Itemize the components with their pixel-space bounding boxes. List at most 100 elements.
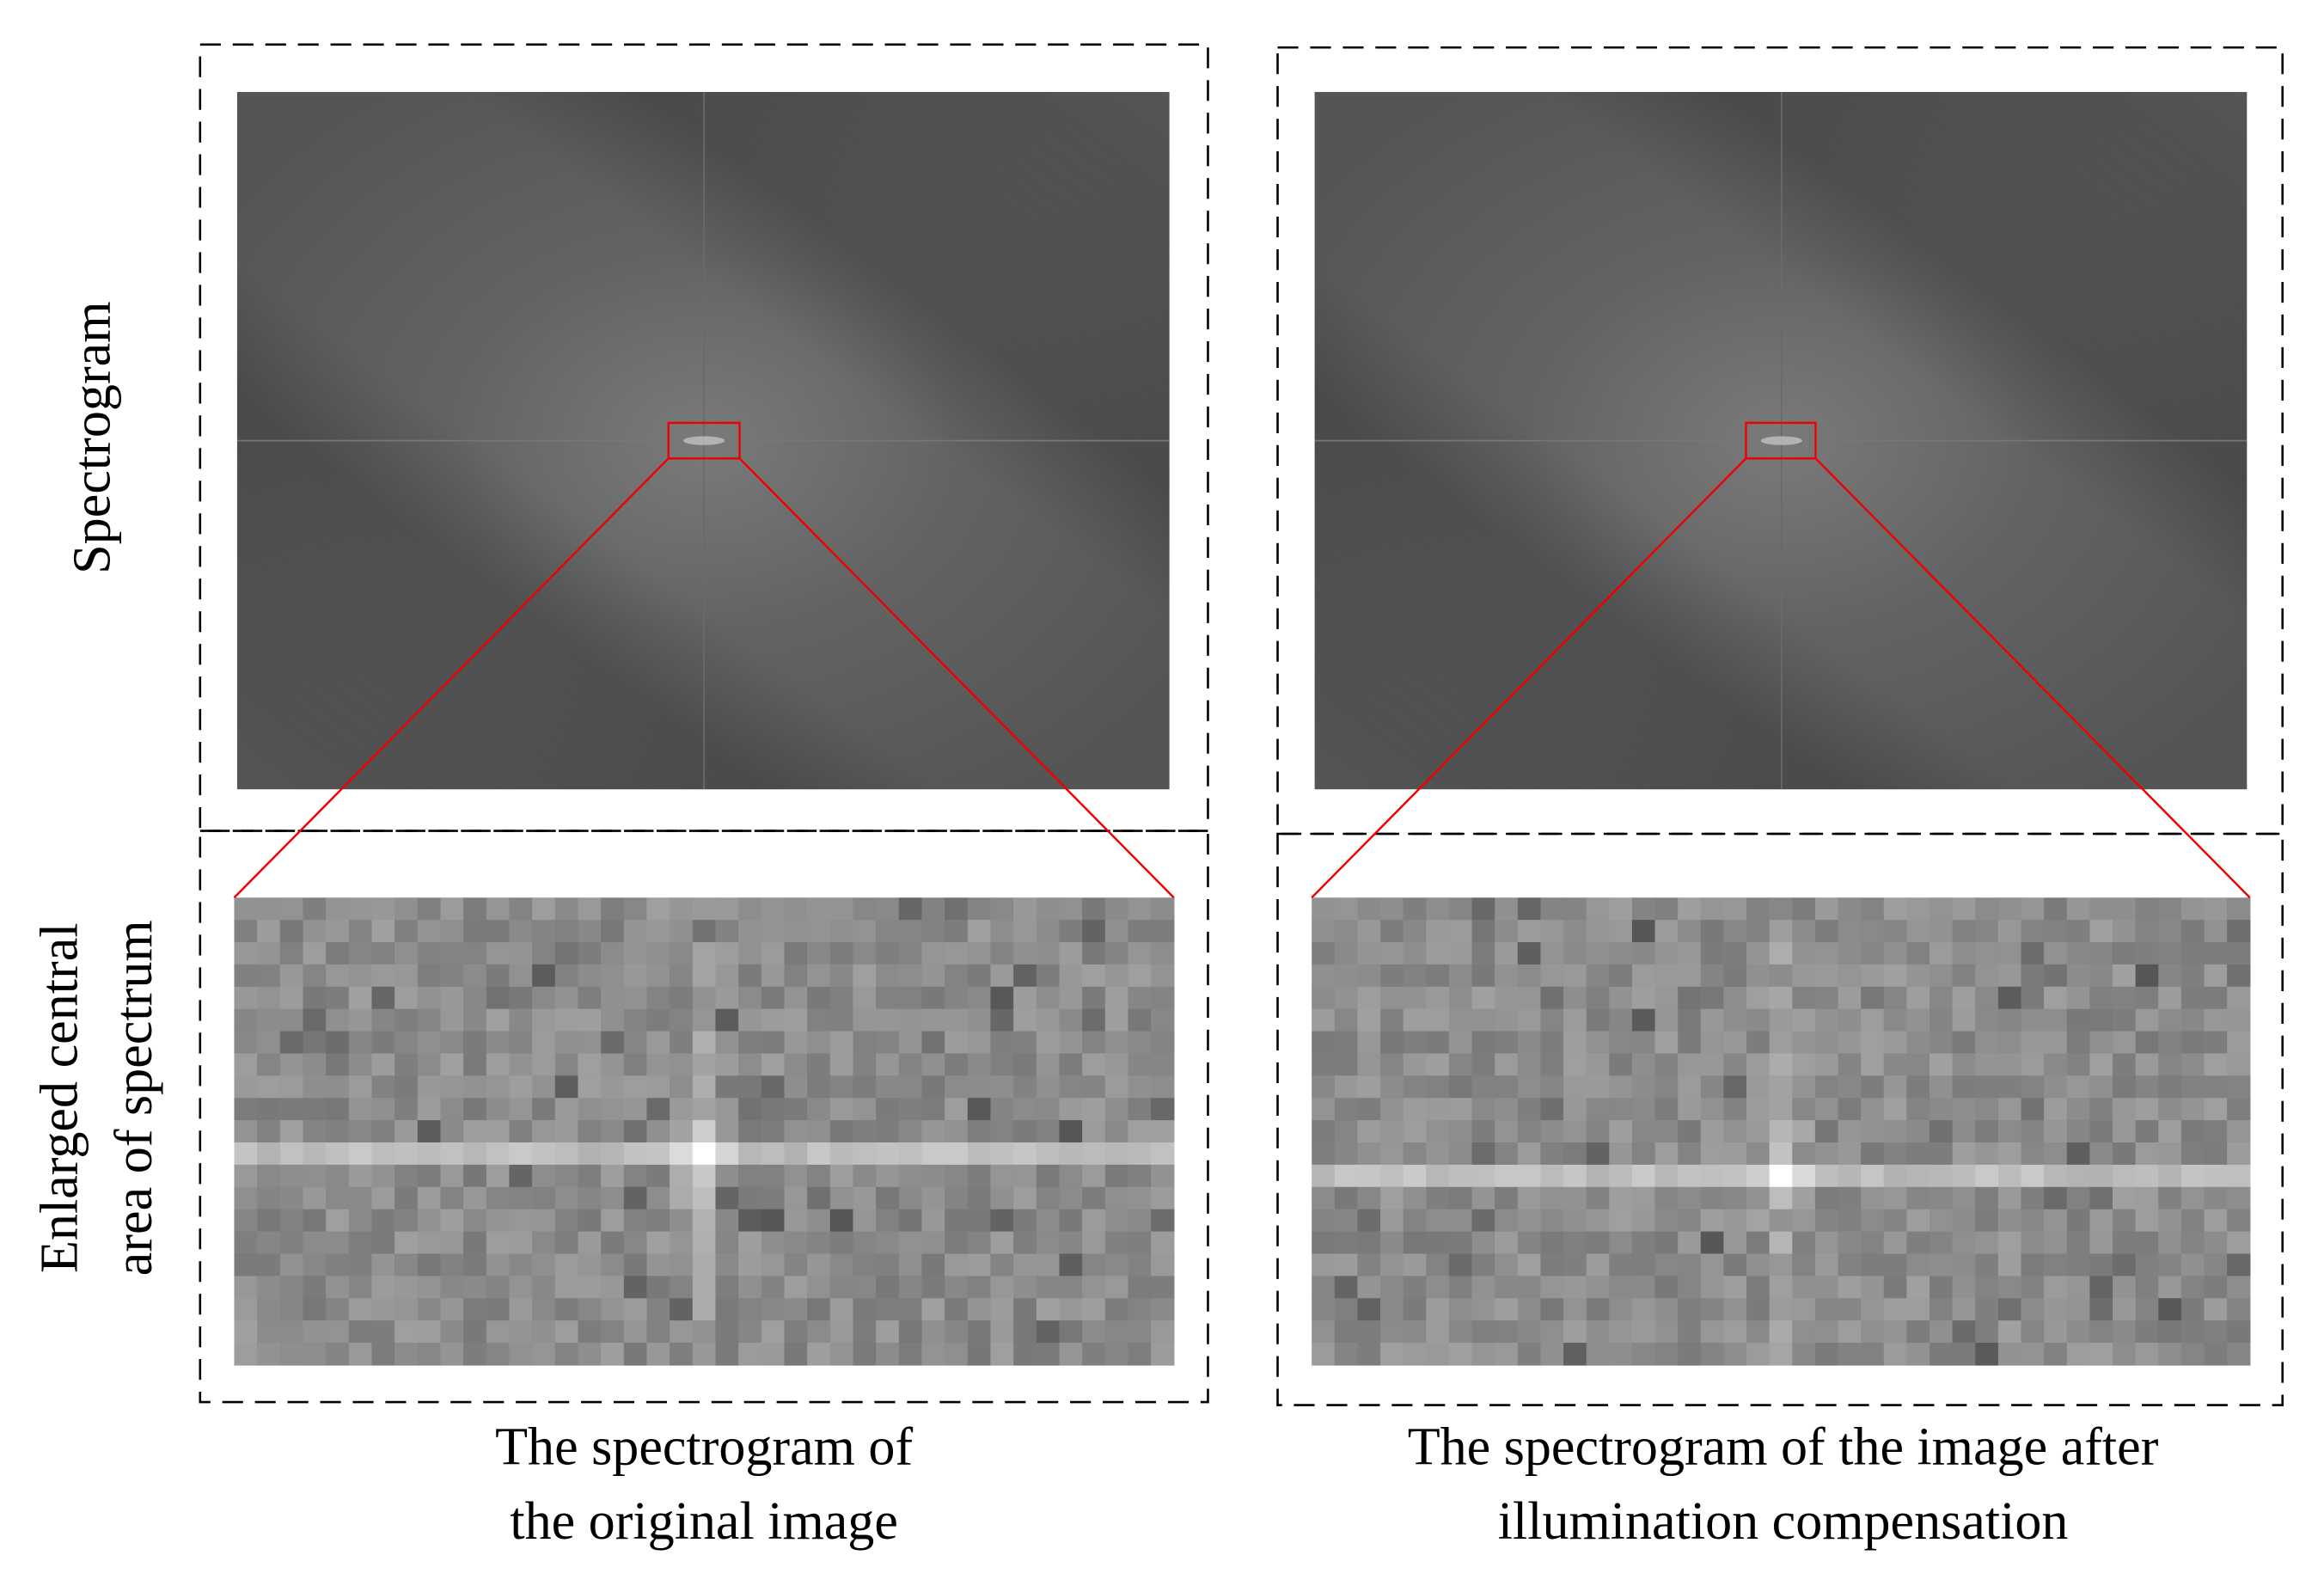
zoom-pixel xyxy=(1586,1008,1610,1032)
zoom-pixel xyxy=(1746,897,1771,921)
zoom-pixel xyxy=(1013,1098,1037,1121)
zoom-pixel xyxy=(303,1231,327,1255)
zoom-pixel xyxy=(1631,1031,1656,1055)
zoom-pixel xyxy=(1746,942,1771,965)
zoom-pixel xyxy=(1952,1098,1976,1121)
zoom-pixel xyxy=(1334,1298,1359,1321)
zoom-pixel xyxy=(532,1320,556,1344)
zoom-pixel xyxy=(1540,1142,1564,1166)
zoom-pixel xyxy=(876,986,900,1010)
zoom-pixel xyxy=(601,1276,625,1299)
zoom-pixel xyxy=(1906,1008,1930,1032)
zoom-pixel xyxy=(1654,1031,1679,1055)
zoom-pixel xyxy=(1975,1231,1999,1255)
zoom-pixel xyxy=(303,986,327,1010)
zoom-pixel xyxy=(1334,964,1359,988)
zoom-pixel xyxy=(784,920,808,943)
zoom-pixel xyxy=(394,964,419,988)
zoom-pixel xyxy=(394,1098,419,1121)
zoom-pixel xyxy=(1746,1186,1771,1210)
zoom-pixel xyxy=(2204,1186,2228,1210)
zoom-pixel xyxy=(601,1098,625,1121)
zoom-pixel xyxy=(715,1075,739,1099)
zoom-pixel xyxy=(1700,1142,1725,1166)
zoom-pixel xyxy=(1997,942,2022,965)
zoom-pixel xyxy=(2044,1231,2068,1255)
zoom-pixel xyxy=(2135,1276,2159,1299)
zoom-pixel xyxy=(257,1343,281,1366)
zoom-pixel xyxy=(945,1276,969,1299)
zoom-pixel xyxy=(2066,1075,2091,1099)
zoom-pixel xyxy=(1609,1053,1633,1077)
zoom-pixel xyxy=(807,1276,831,1299)
zoom-pixel xyxy=(326,1098,350,1121)
zoom-pixel xyxy=(1471,1276,1495,1299)
zoom-pixel xyxy=(738,1053,762,1077)
zoom-pixel xyxy=(2113,1276,2137,1299)
zoom-pixel xyxy=(1426,1164,1450,1188)
zoom-pixel xyxy=(1128,1142,1152,1166)
zoom-pixel xyxy=(463,986,487,1010)
zoom-pixel xyxy=(2044,1098,2068,1121)
zoom-pixel xyxy=(1609,1276,1633,1299)
enlarged-right xyxy=(1312,897,2251,1366)
zoom-pixel xyxy=(279,1320,304,1344)
zoom-pixel xyxy=(1609,1008,1633,1032)
zoom-pixel xyxy=(2135,1186,2159,1210)
zoom-pixel xyxy=(1059,1209,1083,1233)
zoom-pixel xyxy=(1814,1320,1839,1344)
zoom-pixel xyxy=(1357,1276,1381,1299)
zoom-pixel xyxy=(1334,1120,1359,1143)
zoom-pixel xyxy=(2021,920,2045,943)
zoom-pixel xyxy=(1631,942,1656,965)
zoom-pixel xyxy=(921,1320,945,1344)
zoom-pixel xyxy=(1746,964,1771,988)
zoom-pixel xyxy=(1013,1031,1037,1055)
zoom-pixel xyxy=(1312,1186,1336,1210)
zoom-pixel xyxy=(348,1031,373,1055)
zoom-pixel xyxy=(623,1120,648,1143)
zoom-pixel xyxy=(371,1298,395,1321)
zoom-pixel xyxy=(738,1008,762,1032)
zoom-pixel xyxy=(784,1098,808,1121)
zoom-pixel xyxy=(1586,1276,1610,1299)
zoom-pixel xyxy=(1403,1164,1427,1188)
zoom-pixel xyxy=(1906,1164,1930,1188)
zoom-pixel xyxy=(2227,1008,2251,1032)
zoom-pixel xyxy=(601,1320,625,1344)
zoom-pixel xyxy=(1403,1008,1427,1032)
zoom-pixel xyxy=(257,1031,281,1055)
zoom-pixel xyxy=(945,1031,969,1055)
zoom-pixel xyxy=(1814,1298,1839,1321)
zoom-pixel xyxy=(486,1320,511,1344)
zoom-pixel xyxy=(2113,1008,2137,1032)
zoom-pixel xyxy=(326,1164,350,1188)
zoom-pixel xyxy=(257,1320,281,1344)
zoom-pixel xyxy=(1586,1320,1610,1344)
zoom-pixel xyxy=(829,1008,854,1032)
zoom-pixel xyxy=(1357,897,1381,921)
zoom-pixel xyxy=(1059,1298,1083,1321)
zoom-pixel xyxy=(1769,964,1793,988)
zoom-pixel xyxy=(2227,942,2251,965)
zoom-pixel xyxy=(1631,1276,1656,1299)
zoom-pixel xyxy=(394,1053,419,1077)
zoom-pixel xyxy=(692,920,717,943)
zoom-pixel xyxy=(348,1053,373,1077)
zoom-pixel xyxy=(1654,1209,1679,1233)
zoom-pixel xyxy=(1082,1276,1106,1299)
zoom-pixel xyxy=(1723,1231,1747,1255)
zoom-pixel xyxy=(1609,1186,1633,1210)
zoom-pixel xyxy=(670,1164,694,1188)
zoom-pixel xyxy=(1334,942,1359,965)
zoom-pixel xyxy=(898,897,923,921)
zoom-pixel xyxy=(921,1186,945,1210)
zoom-pixel xyxy=(1312,986,1336,1010)
zoom-pixel xyxy=(1769,1276,1793,1299)
zoom-pixel xyxy=(371,986,395,1010)
zoom-pixel xyxy=(1609,1343,1633,1366)
zoom-pixel xyxy=(1082,1120,1106,1143)
zoom-pixel xyxy=(1654,1231,1679,1255)
zoom-pixel xyxy=(1723,1053,1747,1077)
zoom-pixel xyxy=(1128,1231,1152,1255)
